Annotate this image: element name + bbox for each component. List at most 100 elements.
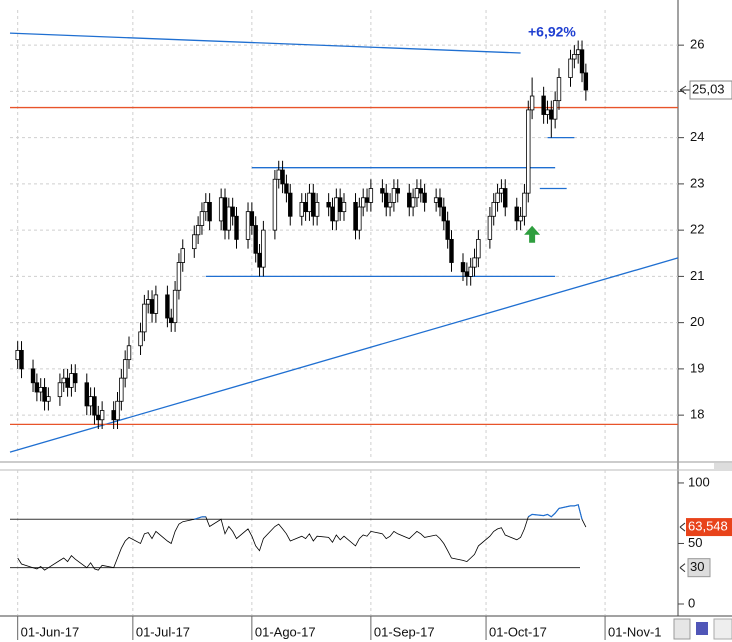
candle-body xyxy=(518,215,523,222)
up-arrow xyxy=(524,225,541,243)
x-tick-label: 01-Jul-17 xyxy=(136,624,190,639)
candle-body xyxy=(357,206,362,231)
candle-body xyxy=(192,234,197,250)
candle-body xyxy=(337,197,343,213)
price-label: 25,03 xyxy=(692,81,725,96)
candle-body xyxy=(230,206,235,217)
candle-body xyxy=(418,188,423,194)
candle-body xyxy=(61,377,66,384)
candle-body xyxy=(545,109,550,115)
candle-body xyxy=(476,238,481,259)
candle-body xyxy=(73,373,78,384)
y-tick-label: 18 xyxy=(690,407,704,422)
indicator-line xyxy=(17,504,587,571)
candle-body xyxy=(142,303,147,333)
candle-body xyxy=(449,238,454,263)
candle-body xyxy=(579,49,585,74)
y2-tick-label: 100 xyxy=(688,474,710,489)
candle-body xyxy=(311,192,316,217)
y-tick-label: 21 xyxy=(690,268,704,283)
candle-body xyxy=(46,396,51,402)
candle-body xyxy=(30,368,36,384)
candle-body xyxy=(572,53,577,60)
candle-body xyxy=(495,192,500,203)
candle-body xyxy=(330,206,335,222)
candle-body xyxy=(218,197,224,222)
indicator-pointer xyxy=(679,522,686,532)
candle-body xyxy=(460,262,466,273)
candle-body xyxy=(303,201,308,213)
y-tick-label: 23 xyxy=(690,175,704,190)
candle-body xyxy=(122,359,128,379)
y-tick-label: 22 xyxy=(690,222,704,237)
candle-body xyxy=(410,197,416,208)
candle-body xyxy=(111,410,116,421)
x-tick-label: 01-Nov-1 xyxy=(608,624,661,639)
candle-body xyxy=(541,95,546,115)
candle-body xyxy=(199,211,205,226)
y2-tick-label: 0 xyxy=(688,595,695,610)
candle-body xyxy=(407,192,412,208)
candle-body xyxy=(65,377,70,388)
candle-body xyxy=(119,377,124,402)
candle-body xyxy=(422,192,427,203)
candle-body xyxy=(92,396,97,416)
level-box xyxy=(687,558,711,578)
y-tick-label: 20 xyxy=(690,314,704,329)
level-label: 30 xyxy=(690,559,704,574)
candle-body xyxy=(334,197,339,222)
trend-line xyxy=(9,32,521,54)
candle-body xyxy=(195,225,201,236)
candle-body xyxy=(575,49,581,55)
pin-icon[interactable] xyxy=(713,618,732,640)
candle-body xyxy=(88,396,93,407)
candle-body xyxy=(414,188,420,199)
candle-body xyxy=(307,192,312,213)
candle-body xyxy=(165,294,170,319)
candle-body xyxy=(288,192,293,217)
candle-body xyxy=(169,317,174,324)
candle-body xyxy=(253,225,258,254)
candle-body xyxy=(153,294,159,314)
candle-body xyxy=(314,201,320,217)
trend-line xyxy=(9,257,679,453)
candle-body xyxy=(146,299,151,305)
panel-button[interactable] xyxy=(714,463,732,470)
candle-body xyxy=(437,197,443,208)
candle-body xyxy=(222,197,228,231)
annotation: +6,92% xyxy=(528,24,576,40)
candle-body xyxy=(360,197,366,208)
candle-body xyxy=(245,211,251,240)
candle-body xyxy=(138,331,143,347)
level-pointer xyxy=(679,563,686,573)
candle-body xyxy=(207,201,212,222)
candle-body xyxy=(34,382,40,393)
price-pointer xyxy=(679,85,690,95)
candle-body xyxy=(69,373,74,388)
candle-body xyxy=(468,266,473,277)
candle-body xyxy=(126,345,132,361)
candle-body xyxy=(341,201,347,213)
candle-body xyxy=(299,201,304,217)
candle-body xyxy=(284,183,289,194)
candle-body xyxy=(280,169,285,185)
x-tick-label: 01-Ago-17 xyxy=(255,624,316,639)
candle-body xyxy=(503,188,508,208)
candle-body xyxy=(261,229,266,268)
candle-body xyxy=(249,211,255,226)
candle-body xyxy=(499,188,504,194)
candle-body xyxy=(326,201,331,208)
candle-body xyxy=(115,400,120,421)
candle-body xyxy=(514,206,519,222)
scroll-button[interactable] xyxy=(673,618,691,640)
candle-body xyxy=(552,100,558,120)
y-tick-label: 19 xyxy=(690,360,704,375)
indicator-label: 63,548 xyxy=(688,519,728,534)
candle-body xyxy=(180,248,185,263)
save-icon[interactable] xyxy=(696,622,708,635)
candle-body xyxy=(549,109,554,120)
price-box xyxy=(689,80,732,100)
y2-tick-label: 50 xyxy=(688,535,702,550)
x-tick-label: 01-Jun-17 xyxy=(21,624,80,639)
